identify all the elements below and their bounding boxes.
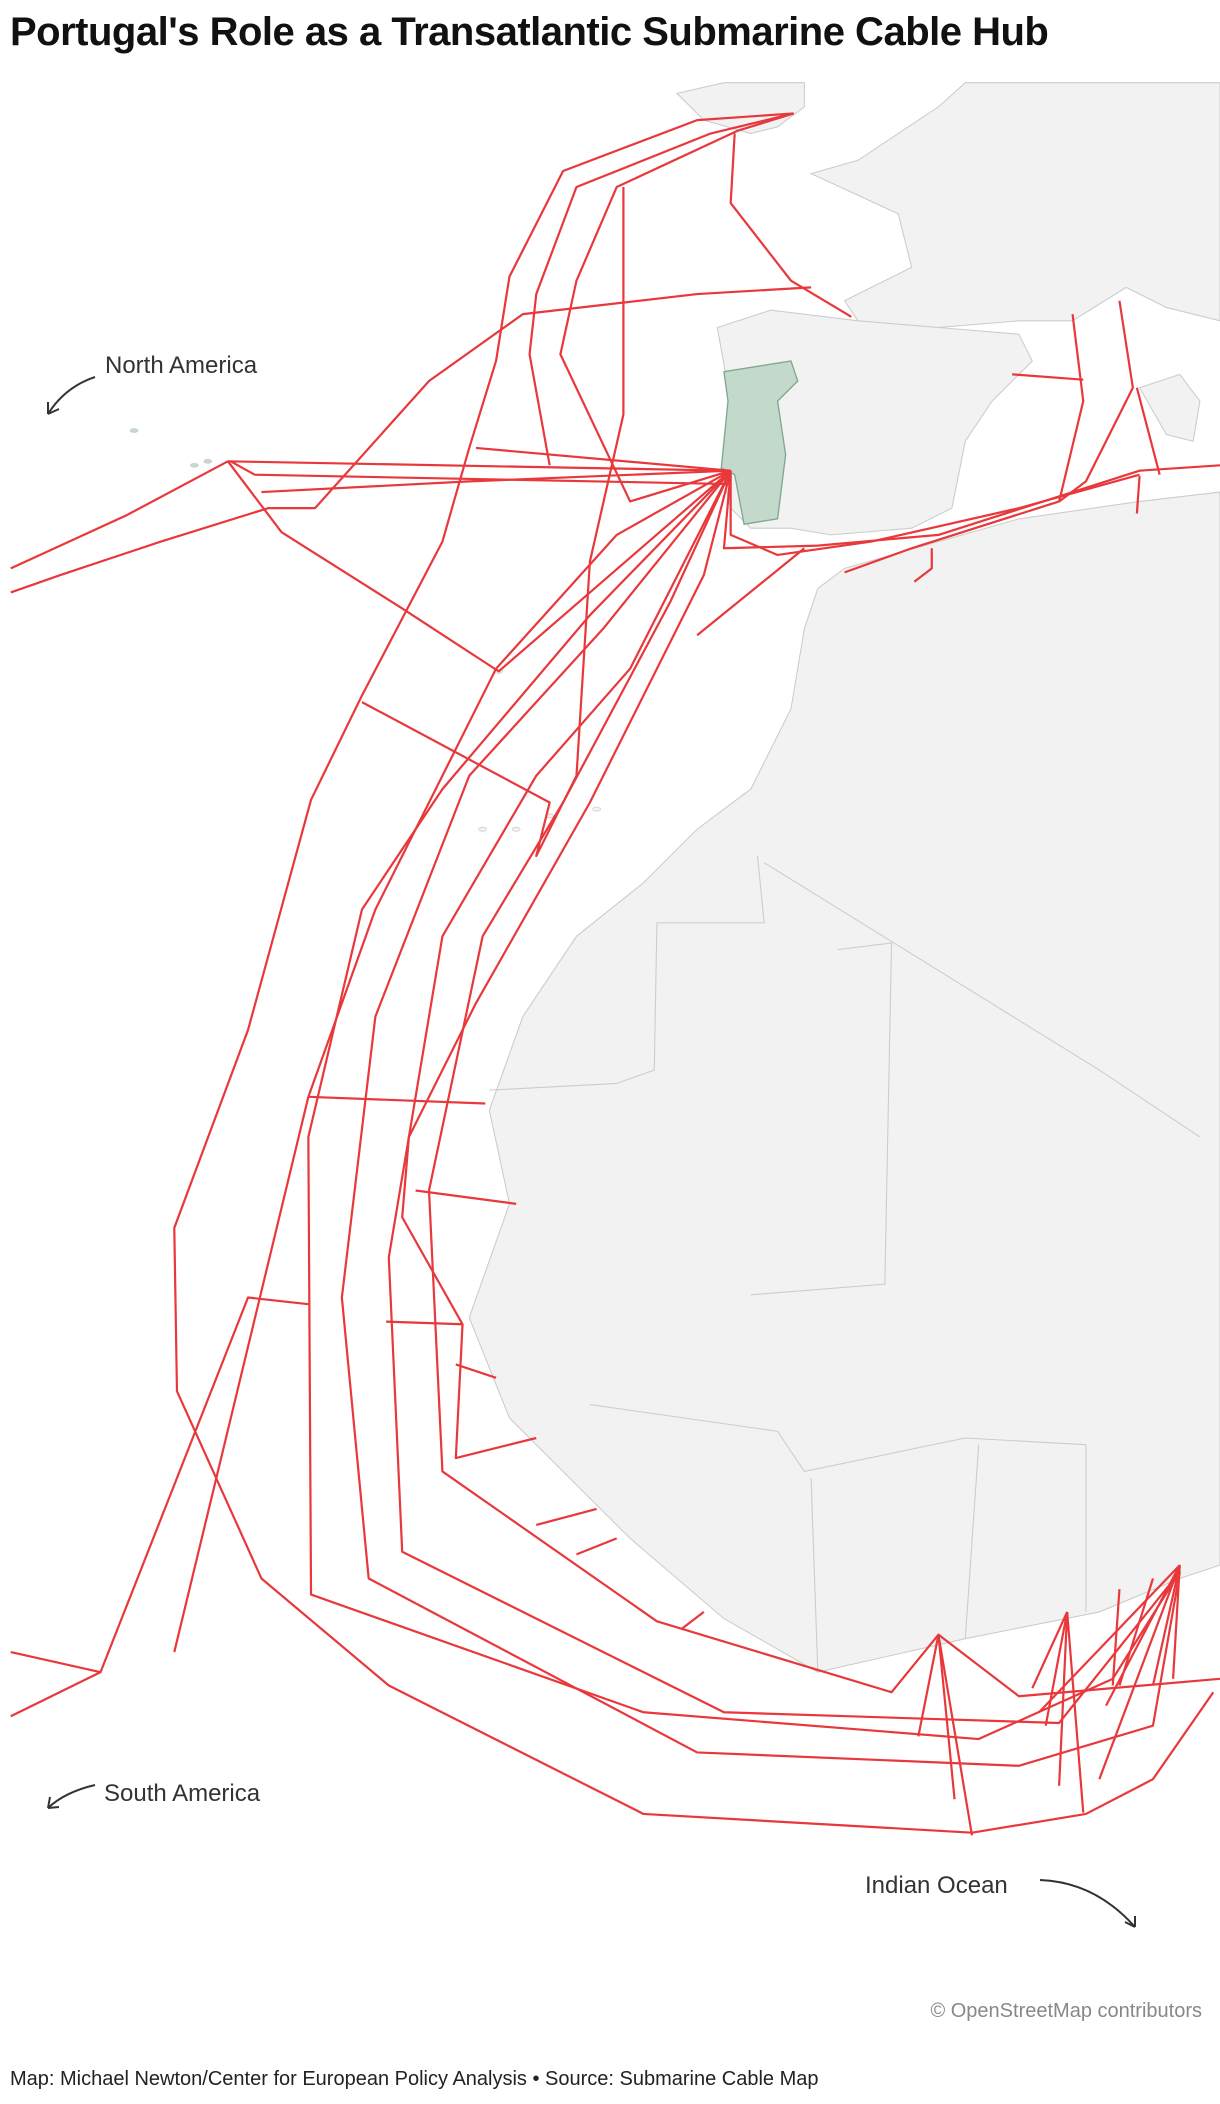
portugal-highlight (720, 360, 799, 525)
land-layer (129, 82, 1220, 1673)
cable-route-42 (1153, 1565, 1180, 1685)
cable-route-23 (1012, 374, 1083, 379)
south-america-text: South America (104, 1780, 261, 1807)
cable-route-12 (308, 471, 1179, 1739)
border-algeria-mali (763, 862, 1201, 1138)
cable-route-27 (101, 1298, 309, 1673)
island-2 (203, 458, 213, 464)
osm-attribution: © OpenStreetMap contributors (930, 2000, 1202, 2022)
cable-route-30 (386, 1322, 462, 1325)
cable-route-47 (1119, 1578, 1153, 1685)
cable-route-38 (1032, 1612, 1067, 1688)
cable-route-46 (1106, 1565, 1180, 1705)
cable-route-48 (1113, 1589, 1120, 1685)
cable-route-2 (560, 113, 793, 501)
cable-route-7 (231, 461, 731, 484)
cable-route-40 (1067, 1612, 1083, 1813)
land-europe (809, 82, 1220, 329)
arrow-indian-ocean-icon (1039, 1879, 1136, 1928)
arrow-south-america-icon (47, 1784, 96, 1809)
cable-route-22 (1137, 388, 1160, 475)
island-0 (129, 428, 139, 433)
arrow-north-america-icon (47, 376, 96, 415)
cable-route-3 (731, 134, 852, 317)
border-western-sahara (489, 855, 765, 1091)
cable-route-36 (938, 1635, 954, 1800)
border-ivory-coast (810, 1478, 819, 1673)
map-credit: Map: Michael Newton/Center for European … (10, 2068, 819, 2090)
cable-route-31 (456, 1364, 496, 1377)
cable-route-13 (342, 471, 1180, 1766)
cable-route-44 (1039, 1565, 1180, 1712)
cable-route-10 (362, 187, 623, 856)
cable-route-37 (938, 1635, 972, 1836)
cable-layer (11, 113, 1220, 1835)
indian-ocean-text: Indian Ocean (865, 1872, 1008, 1899)
cable-route-39 (1059, 1612, 1067, 1786)
cable-route-1 (530, 113, 794, 465)
cable-route-29 (416, 1190, 517, 1203)
cable-route-41 (1046, 1612, 1067, 1726)
north-america-label: North America (105, 352, 257, 380)
cable-route-21 (1059, 301, 1133, 502)
cable-route-19 (697, 548, 804, 635)
border-mauritania-mali (750, 942, 893, 1296)
island-1 (190, 462, 199, 468)
land-italy (1138, 373, 1201, 442)
cable-route-16 (402, 471, 730, 1458)
cable-route-35 (918, 1635, 938, 1737)
island-4 (511, 826, 521, 832)
cable-route-43 (1099, 1565, 1179, 1779)
indian-ocean-label: Indian Ocean (865, 1872, 1008, 1900)
cable-route-6 (228, 461, 731, 671)
cable-route-25 (1137, 476, 1140, 513)
cable-route-18 (731, 471, 1140, 555)
north-america-text: North America (105, 352, 258, 379)
map-title: Portugal's Role as a Transatlantic Subma… (10, 10, 1049, 54)
island-5 (478, 826, 487, 832)
cable-route-45 (1173, 1565, 1180, 1679)
cable-map (0, 82, 1220, 2020)
cable-route-4 (11, 287, 811, 592)
south-america-label: South America (104, 1780, 260, 1808)
cable-route-26 (11, 1652, 101, 1716)
cable-route-8 (261, 471, 730, 492)
cable-route-28 (308, 1097, 485, 1104)
border-west-africa (589, 1404, 1086, 1473)
border-ghana (964, 1444, 980, 1639)
cable-route-11 (174, 471, 730, 1652)
cable-route-5 (11, 461, 731, 568)
island-7 (592, 806, 601, 812)
cable-route-15 (429, 471, 1220, 1697)
cable-route-9 (476, 448, 731, 471)
cable-route-34 (681, 1612, 704, 1629)
cable-route-24 (914, 548, 931, 581)
cable-route-33 (576, 1538, 616, 1554)
land-africa (468, 491, 1220, 1673)
cable-route-32 (536, 1509, 596, 1525)
